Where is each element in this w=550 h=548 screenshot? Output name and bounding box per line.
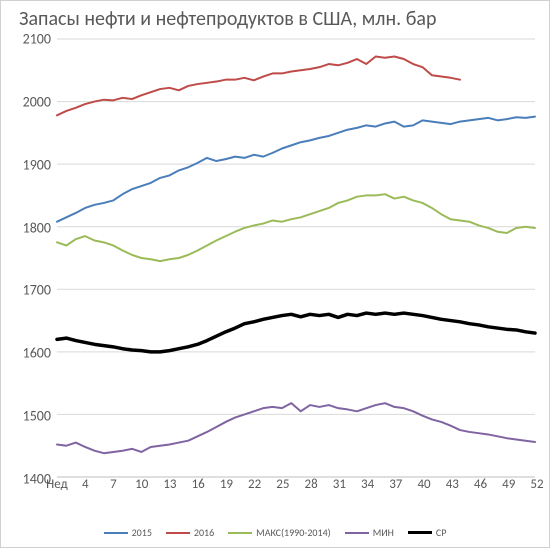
x-tick-label: 7 [110, 477, 117, 492]
legend-item: МИН [345, 526, 394, 539]
legend-label: МАКС(1990-2014) [256, 526, 331, 539]
legend-swatch [408, 531, 432, 534]
y-tick-label: 1600 [23, 345, 51, 362]
chart-title: Запасы нефти и нефтепродуктов в США, млн… [19, 7, 539, 31]
y-tick-label: 1500 [23, 408, 51, 425]
legend-label: 2016 [194, 526, 214, 539]
legend-swatch [104, 532, 128, 534]
x-tick-label: 25 [276, 477, 289, 492]
legend-label: 2015 [132, 526, 152, 539]
y-tick-label: 1900 [23, 156, 51, 173]
legend-swatch [166, 532, 190, 534]
plot-svg [57, 39, 535, 477]
x-tick-label: 37 [389, 477, 402, 492]
legend-item: СР [408, 526, 447, 539]
x-tick-label: 40 [417, 477, 430, 492]
series-line-СР [57, 313, 535, 352]
series-line-2016 [57, 57, 460, 116]
y-tick-label: 1700 [23, 282, 51, 299]
legend-item: 2015 [104, 526, 152, 539]
legend-swatch [345, 532, 369, 534]
x-tick-label: 16 [192, 477, 205, 492]
legend-label: СР [436, 526, 447, 539]
x-tick-label: 43 [446, 477, 459, 492]
x-tick-label: 52 [530, 477, 543, 492]
y-tick-label: 2000 [23, 93, 51, 110]
x-tick-label: 31 [333, 477, 346, 492]
x-tick-label-first: Нед [46, 477, 68, 492]
chart-container: Запасы нефти и нефтепродуктов в США, млн… [0, 0, 550, 548]
x-tick-label: 13 [163, 477, 176, 492]
legend-item: МАКС(1990-2014) [228, 526, 331, 539]
x-tick-label: 49 [502, 477, 515, 492]
y-tick-label: 2100 [23, 31, 51, 48]
legend: 2015 2016 МАКС(1990-2014) МИН СР [1, 526, 549, 539]
x-tick-label: 19 [220, 477, 233, 492]
legend-swatch [228, 532, 252, 534]
legend-label: МИН [373, 526, 394, 539]
x-tick-label: 10 [135, 477, 148, 492]
y-axis: 14001500160017001800190020002100 [1, 39, 57, 477]
legend-item: 2016 [166, 526, 214, 539]
series-line-2015 [57, 117, 535, 222]
x-tick-label: 34 [361, 477, 374, 492]
x-tick-label: 22 [248, 477, 261, 492]
x-tick-label: 46 [474, 477, 487, 492]
plot-area [57, 39, 535, 477]
series-line-МАКС(1990-2014) [57, 194, 535, 261]
x-tick-label: 28 [305, 477, 318, 492]
x-axis: Нед47101316192225283134374043464952 [57, 477, 535, 499]
x-tick-label: 4 [82, 477, 89, 492]
series-line-МИН [57, 403, 535, 453]
y-tick-label: 1800 [23, 219, 51, 236]
